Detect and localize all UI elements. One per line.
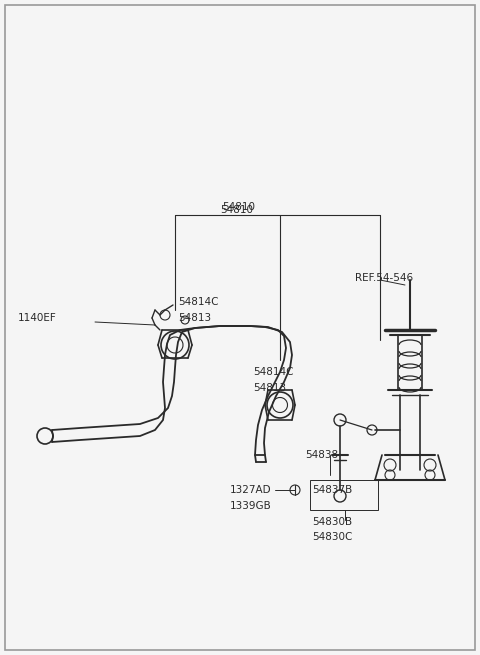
Bar — [310, 480, 378, 510]
Text: 54837B: 54837B — [312, 485, 352, 495]
Text: 54810: 54810 — [222, 202, 255, 212]
Text: 54814C: 54814C — [253, 367, 293, 377]
Text: 1140EF: 1140EF — [18, 313, 57, 323]
Text: 54838: 54838 — [305, 450, 338, 460]
Text: 54830B: 54830B — [312, 517, 352, 527]
Text: 54830C: 54830C — [312, 532, 352, 542]
Text: REF.54-546: REF.54-546 — [355, 273, 413, 283]
Text: 54813: 54813 — [178, 313, 211, 323]
Text: 1339GB: 1339GB — [230, 501, 272, 511]
Text: 54810: 54810 — [220, 205, 253, 215]
Text: 54813: 54813 — [253, 383, 286, 393]
Text: 54814C: 54814C — [178, 297, 218, 307]
Text: 1327AD: 1327AD — [230, 485, 272, 495]
